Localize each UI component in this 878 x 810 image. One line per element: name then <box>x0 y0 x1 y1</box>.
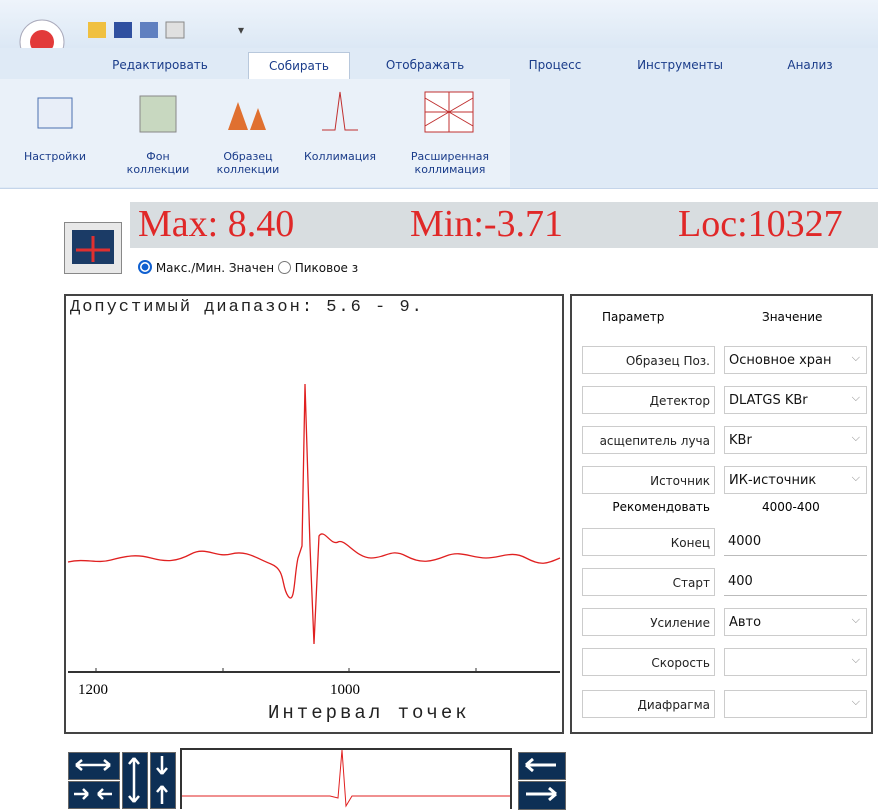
param-label: Образец Поз. <box>582 346 715 374</box>
param-label: Источник <box>582 466 715 494</box>
settings-icon[interactable] <box>37 97 73 129</box>
param-label: Детектор <box>582 386 715 414</box>
column-header: Значение <box>762 310 823 324</box>
scroll-glyphs <box>525 757 557 802</box>
overview-plot[interactable] <box>180 748 512 809</box>
param-select[interactable] <box>724 690 867 718</box>
open-icon[interactable] <box>88 22 106 38</box>
plot-frame <box>64 294 564 734</box>
interferogram-line <box>67 383 561 645</box>
background-icon[interactable] <box>139 95 177 133</box>
param-value[interactable]: 400 <box>724 568 867 596</box>
save-icon[interactable] <box>114 22 132 38</box>
ribbon-label[interactable]: Фон <box>146 150 170 163</box>
ribbon-label[interactable]: Настройки <box>23 150 87 163</box>
x-axis-label: Интервал точек <box>268 702 470 724</box>
mode-button[interactable] <box>64 222 122 274</box>
ext-collimation-lines <box>424 92 474 132</box>
ribbon-label[interactable]: коллекции <box>126 163 190 176</box>
param-value: 4000-400 <box>762 500 820 514</box>
param-select[interactable]: ИК-источник <box>724 466 867 494</box>
arrow-glyphs <box>74 756 168 804</box>
param-select[interactable] <box>724 648 867 676</box>
max-readout: Max: 8.40 <box>138 203 295 245</box>
param-label: асщепитель луча <box>582 426 715 454</box>
sample-icon[interactable] <box>228 102 266 130</box>
edit-icon[interactable] <box>165 21 185 39</box>
export-icon[interactable] <box>140 22 158 38</box>
param-label: Усиление <box>582 608 715 636</box>
radio-label[interactable]: Макс./Мин. Значен <box>155 261 275 275</box>
param-label: Скорость <box>582 648 715 676</box>
menu-arrow[interactable]: ▾ <box>238 23 244 37</box>
button-glyph <box>76 236 110 262</box>
radio-label[interactable]: Пиковое з <box>294 261 359 275</box>
param-table: Параметр Значение Образец Поз. Основное х… <box>570 294 873 734</box>
x-ticks <box>95 668 477 672</box>
tab[interactable]: Редактировать <box>112 58 208 72</box>
radio-off[interactable] <box>277 261 291 274</box>
tab[interactable]: Анализ <box>787 58 833 72</box>
param-select[interactable]: Основное хран <box>724 346 867 374</box>
ribbon-label[interactable]: коллимация <box>414 163 486 176</box>
tab[interactable]: Инструменты <box>637 58 723 72</box>
arrows <box>525 757 557 802</box>
radio-row: Макс./Мин. Значен Пиковое з <box>138 260 358 276</box>
param-label: Рекомендовать <box>612 500 710 514</box>
arrows <box>74 756 168 804</box>
readout-bar <box>130 202 878 248</box>
param-label: Старт <box>582 568 715 596</box>
x-tick-label: 1000 <box>330 682 360 698</box>
overview-line <box>182 749 510 808</box>
tab[interactable]: Процесс <box>528 58 582 72</box>
ribbon-icons <box>37 91 474 133</box>
min-readout: Min:-3.71 <box>410 203 564 245</box>
plot-area <box>67 383 561 673</box>
radio-on[interactable] <box>138 260 152 274</box>
ribbon-label[interactable]: Образец <box>223 150 273 163</box>
param-value[interactable]: 4000 <box>724 528 867 556</box>
column-header: Параметр <box>602 310 665 324</box>
tab[interactable]: Отображать <box>385 58 465 72</box>
param-label: Диафрагма <box>582 690 715 718</box>
collimation-icon[interactable] <box>322 91 358 131</box>
loc-readout: Loc:10327 <box>678 203 843 245</box>
ribbon-label[interactable]: Расширенная <box>410 150 490 163</box>
x-tick-label: 1200 <box>78 682 108 698</box>
param-select[interactable]: Авто <box>724 608 867 636</box>
param-select[interactable]: KBr <box>724 426 867 454</box>
tab-active[interactable]: Собирать <box>248 52 350 79</box>
param-label: Конец <box>582 528 715 556</box>
ribbon-label[interactable]: коллекции <box>216 163 280 176</box>
param-select[interactable]: DLATGS KBr <box>724 386 867 414</box>
ribbon-label[interactable]: Коллимация <box>303 150 377 163</box>
plot-title: Допустимый диапазон: 5.6 - 9. <box>70 298 424 317</box>
